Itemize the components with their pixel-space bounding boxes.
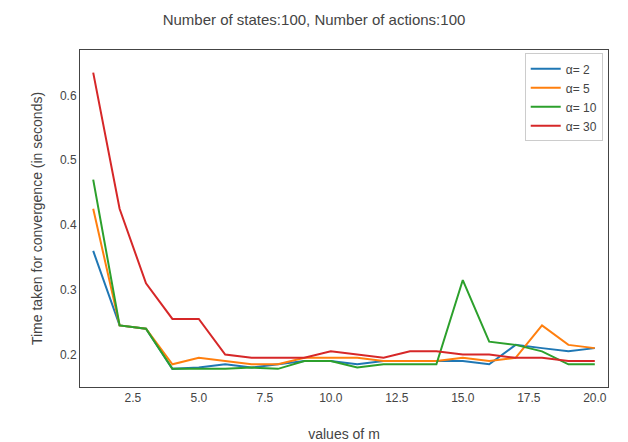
svg-text:α= 30: α= 30 xyxy=(566,120,597,134)
svg-text:15.0: 15.0 xyxy=(451,391,475,405)
svg-text:20.0: 20.0 xyxy=(583,391,607,405)
svg-text:2.5: 2.5 xyxy=(124,391,141,405)
svg-text:α= 5: α= 5 xyxy=(566,82,590,96)
svg-text:Time taken for convergence (in: Time taken for convergence (in seconds) xyxy=(29,92,45,345)
svg-text:0.5: 0.5 xyxy=(60,153,77,167)
svg-text:0.6: 0.6 xyxy=(60,89,77,103)
svg-text:α= 2: α= 2 xyxy=(566,63,590,77)
svg-text:0.3: 0.3 xyxy=(60,283,77,297)
svg-text:values of m: values of m xyxy=(308,426,380,442)
svg-text:7.5: 7.5 xyxy=(256,391,273,405)
svg-text:10.0: 10.0 xyxy=(319,391,343,405)
svg-text:17.5: 17.5 xyxy=(517,391,541,405)
svg-text:0.4: 0.4 xyxy=(60,218,77,232)
svg-text:5.0: 5.0 xyxy=(190,391,207,405)
svg-text:12.5: 12.5 xyxy=(385,391,409,405)
svg-text:α= 10: α= 10 xyxy=(566,101,597,115)
svg-text:Number of states:100, Number o: Number of states:100, Number of actions:… xyxy=(163,11,466,28)
svg-text:0.2: 0.2 xyxy=(60,348,77,362)
